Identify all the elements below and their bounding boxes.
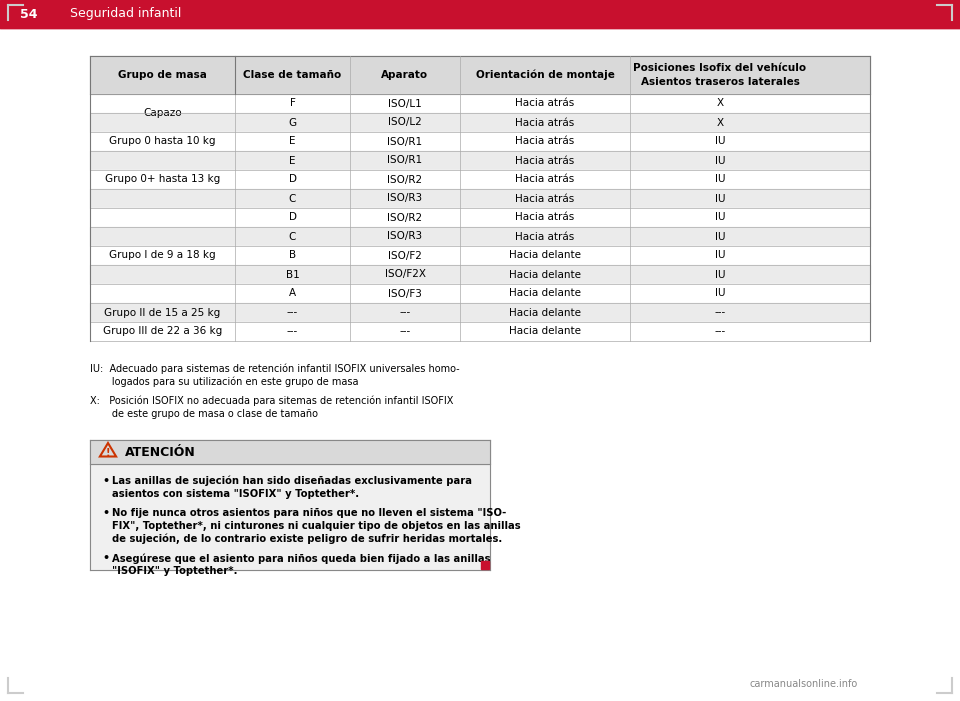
Text: ---: --- xyxy=(714,308,726,318)
Text: IU: IU xyxy=(715,212,725,222)
Text: IU: IU xyxy=(715,193,725,203)
Bar xyxy=(0,0,960,28)
Text: Grupo III de 22 a 36 kg: Grupo III de 22 a 36 kg xyxy=(103,327,222,336)
Text: IU:  Adecuado para sistemas de retención infantil ISOFIX universales homo-
     : IU: Adecuado para sistemas de retención … xyxy=(90,363,460,388)
Text: B1: B1 xyxy=(286,269,300,280)
Text: •: • xyxy=(102,508,109,518)
Text: !: ! xyxy=(106,448,110,458)
Text: No fije nunca otros asientos para niños que no lleven el sistema "ISO-
FIX", Top: No fije nunca otros asientos para niños … xyxy=(112,508,520,544)
Bar xyxy=(90,227,870,246)
Text: Capazo: Capazo xyxy=(143,108,181,118)
Text: Hacia delante: Hacia delante xyxy=(509,308,581,318)
Text: ISO/L1: ISO/L1 xyxy=(388,99,421,109)
Text: F: F xyxy=(290,99,296,109)
Text: IU: IU xyxy=(715,231,725,242)
Text: ---: --- xyxy=(399,327,411,336)
Text: Hacia delante: Hacia delante xyxy=(509,269,581,280)
Text: IU: IU xyxy=(715,175,725,184)
Text: ISO/R1: ISO/R1 xyxy=(388,137,422,147)
Text: ---: --- xyxy=(287,327,299,336)
Bar xyxy=(90,56,870,94)
Text: Hacia atrás: Hacia atrás xyxy=(516,175,575,184)
Text: Clase de tamaño: Clase de tamaño xyxy=(244,70,342,80)
Text: ISO/F2X: ISO/F2X xyxy=(385,269,425,280)
Text: Las anillas de sujeción han sido diseñadas exclusivamente para
asientos con sist: Las anillas de sujeción han sido diseñad… xyxy=(112,476,472,499)
Text: 54: 54 xyxy=(20,8,37,20)
Text: ISO/R2: ISO/R2 xyxy=(388,212,422,222)
Text: Hacia delante: Hacia delante xyxy=(509,327,581,336)
Bar xyxy=(90,303,870,322)
Text: ISO/R3: ISO/R3 xyxy=(388,193,422,203)
Text: Grupo de masa: Grupo de masa xyxy=(118,70,207,80)
Text: E: E xyxy=(289,137,296,147)
Text: IU: IU xyxy=(715,137,725,147)
Text: Posiciones Isofix del vehículo: Posiciones Isofix del vehículo xyxy=(634,63,806,73)
Text: ISO/R1: ISO/R1 xyxy=(388,156,422,165)
Text: Hacia delante: Hacia delante xyxy=(509,250,581,261)
Text: •: • xyxy=(102,553,109,563)
Bar xyxy=(90,284,870,303)
Text: Seguridad infantil: Seguridad infantil xyxy=(70,8,181,20)
Text: X: X xyxy=(716,118,724,128)
Bar xyxy=(90,94,870,113)
Text: ISO/R3: ISO/R3 xyxy=(388,231,422,242)
Text: D: D xyxy=(289,212,297,222)
Text: Grupo 0+ hasta 13 kg: Grupo 0+ hasta 13 kg xyxy=(105,175,220,184)
Bar xyxy=(90,189,870,208)
Text: Hacia atrás: Hacia atrás xyxy=(516,212,575,222)
Text: Hacia delante: Hacia delante xyxy=(509,289,581,299)
Text: Hacia atrás: Hacia atrás xyxy=(516,193,575,203)
Text: ---: --- xyxy=(399,308,411,318)
Text: carmanualsonline.info: carmanualsonline.info xyxy=(750,679,858,689)
Bar xyxy=(90,132,870,151)
Text: Orientación de montaje: Orientación de montaje xyxy=(475,70,614,80)
Text: ---: --- xyxy=(287,308,299,318)
Text: ATENCIÓN: ATENCIÓN xyxy=(125,446,196,458)
Bar xyxy=(90,246,870,265)
Text: Hacia atrás: Hacia atrás xyxy=(516,137,575,147)
Text: E: E xyxy=(289,156,296,165)
Text: Asientos traseros laterales: Asientos traseros laterales xyxy=(640,77,800,87)
Text: •: • xyxy=(102,476,109,486)
Text: IU: IU xyxy=(715,269,725,280)
Text: ISO/L2: ISO/L2 xyxy=(388,118,421,128)
Bar xyxy=(481,561,489,569)
Bar xyxy=(90,322,870,341)
Text: G: G xyxy=(288,118,297,128)
Text: D: D xyxy=(289,175,297,184)
Text: Hacia atrás: Hacia atrás xyxy=(516,118,575,128)
Text: Hacia atrás: Hacia atrás xyxy=(516,99,575,109)
Text: ---: --- xyxy=(714,327,726,336)
Text: X:   Posición ISOFIX no adecuada para sitemas de retención infantil ISOFIX
     : X: Posición ISOFIX no adecuada para site… xyxy=(90,395,453,418)
Text: Hacia atrás: Hacia atrás xyxy=(516,231,575,242)
Bar xyxy=(90,113,870,132)
Text: Hacia atrás: Hacia atrás xyxy=(516,156,575,165)
Bar xyxy=(90,151,870,170)
Text: X: X xyxy=(716,99,724,109)
Text: A: A xyxy=(289,289,296,299)
Text: Grupo 0 hasta 10 kg: Grupo 0 hasta 10 kg xyxy=(109,137,216,147)
Bar xyxy=(90,170,870,189)
Text: ISO/R2: ISO/R2 xyxy=(388,175,422,184)
Text: ISO/F3: ISO/F3 xyxy=(388,289,422,299)
Text: ISO/F2: ISO/F2 xyxy=(388,250,422,261)
Bar xyxy=(90,440,490,464)
Bar xyxy=(90,440,490,570)
Text: C: C xyxy=(289,193,297,203)
Bar xyxy=(90,208,870,227)
Text: IU: IU xyxy=(715,250,725,261)
Text: Grupo I de 9 a 18 kg: Grupo I de 9 a 18 kg xyxy=(109,250,216,261)
Text: Grupo II de 15 a 25 kg: Grupo II de 15 a 25 kg xyxy=(105,308,221,318)
Text: IU: IU xyxy=(715,289,725,299)
Bar xyxy=(90,265,870,284)
Text: Asegúrese que el asiento para niños queda bien fijado a las anillas
"ISOFIX" y T: Asegúrese que el asiento para niños qued… xyxy=(112,553,491,576)
Text: C: C xyxy=(289,231,297,242)
Text: Aparato: Aparato xyxy=(381,70,428,80)
Text: B: B xyxy=(289,250,296,261)
Text: IU: IU xyxy=(715,156,725,165)
